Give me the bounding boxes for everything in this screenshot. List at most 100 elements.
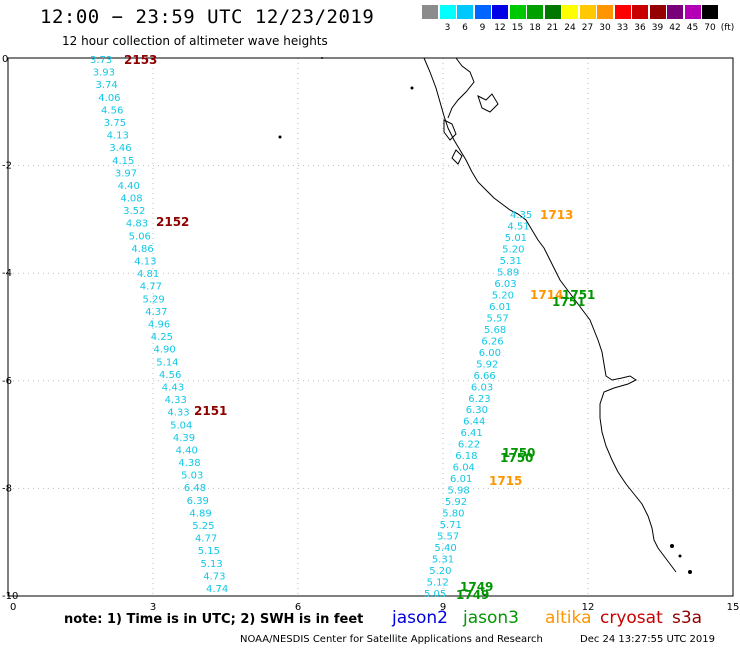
x-tick-label: 15	[727, 602, 740, 613]
swh-value: 6.30	[466, 405, 488, 416]
swh-value: 6.03	[471, 382, 493, 393]
swh-value: 5.71	[440, 520, 462, 531]
swh-value: 5.29	[142, 294, 164, 305]
swh-value: 6.44	[463, 417, 485, 428]
y-tick-label: 0	[2, 54, 8, 65]
legend-cryosat: cryosat	[600, 608, 663, 628]
swh-value: 4.83	[126, 219, 148, 230]
swh-value: 5.20	[492, 290, 514, 301]
legend-altika: altika	[545, 608, 592, 628]
color-scale-swatch	[562, 5, 578, 19]
color-scale-label: 9	[479, 23, 486, 33]
swh-value: 5.03	[181, 471, 203, 482]
altimeter-track-west: 3.733.933.744.064.563.754.133.464.153.97…	[90, 55, 228, 595]
color-scale-label: 21	[546, 23, 559, 33]
swh-value: 5.14	[156, 357, 178, 368]
color-scale-swatch	[509, 5, 526, 19]
color-scale-label: 15	[511, 23, 524, 33]
swh-value: 4.40	[176, 445, 198, 456]
x-tick-label: 12	[582, 602, 595, 613]
swh-value: 4.96	[148, 320, 170, 331]
swh-value: 4.56	[159, 370, 181, 381]
color-scale-swatch	[474, 5, 491, 19]
color-scale-swatch	[684, 5, 701, 19]
swh-value: 3.73	[90, 55, 112, 66]
swh-value: 6.66	[474, 371, 496, 382]
swh-value: 4.56	[101, 105, 123, 116]
pass-time-label: 2152	[156, 215, 189, 229]
swh-value: 6.48	[184, 483, 206, 494]
swh-value: 4.06	[98, 93, 120, 104]
color-scale-swatch	[597, 5, 613, 19]
color-scale-unit: (ft)	[720, 23, 735, 33]
legend-s3a: s3a	[672, 608, 703, 628]
swh-value: 3.52	[123, 206, 145, 217]
swh-value: 6.01	[450, 474, 472, 485]
x-tick-label: 6	[295, 602, 301, 613]
swh-value: 5.04	[170, 420, 192, 431]
color-scale-label: 24	[564, 23, 576, 33]
swh-value: 4.81	[137, 269, 159, 280]
x-tick-label: 3	[150, 602, 156, 613]
color-scale-label: 6	[462, 23, 468, 33]
color-scale-label: 3	[444, 23, 451, 33]
color-scale-label: 27	[581, 23, 594, 33]
y-tick-label: -6	[2, 376, 12, 387]
pass-time-label: 1750	[502, 446, 535, 460]
color-scale-swatch	[439, 5, 456, 19]
swh-value: 4.08	[120, 194, 142, 205]
swh-value: 5.12	[427, 578, 449, 589]
swh-value: 5.40	[434, 543, 456, 554]
y-tick-label: -2	[2, 161, 12, 172]
swh-value: 4.37	[145, 307, 167, 318]
swh-value: 6.22	[458, 440, 480, 451]
altimeter-track-east: 4.354.515.015.205.315.896.035.206.015.57…	[424, 210, 532, 600]
swh-value: 5.05	[424, 589, 446, 600]
color-scale-swatch	[632, 5, 648, 19]
pass-time-label: 1749	[460, 580, 493, 594]
pass-time-label: 2151	[194, 404, 227, 418]
map-grid	[8, 58, 733, 596]
swh-value: 4.33	[165, 395, 187, 406]
color-scale-swatch	[422, 5, 438, 19]
swh-value: 5.13	[200, 559, 222, 570]
swh-value: 5.06	[129, 231, 151, 242]
y-tick-label: -8	[2, 483, 12, 494]
swh-value: 5.31	[500, 256, 522, 267]
swh-value: 5.57	[437, 532, 459, 543]
swh-value: 3.46	[109, 143, 131, 154]
color-scale-label: 45	[686, 23, 699, 33]
legend-jason3: jason3	[463, 608, 519, 628]
pass-time-label: 1751	[562, 288, 595, 302]
generation-timestamp: Dec 24 13:27:55 UTC 2019	[580, 634, 715, 645]
color-scale-swatch	[492, 5, 508, 19]
color-scale-swatch	[579, 5, 596, 19]
swh-value: 6.23	[468, 394, 490, 405]
credit-line: NOAA/NESDIS Center for Satellite Applica…	[240, 634, 543, 645]
swh-value: 4.33	[167, 408, 189, 419]
color-scale-swatch	[649, 5, 666, 19]
axis-tick-labels: 0 3 6 9 12 15 0 -2 -4 -6 -8 -10	[2, 54, 739, 613]
color-scale-swatch	[527, 5, 543, 19]
y-tick-label: -4	[2, 268, 12, 279]
map-subtitle: 12 hour collection of altimeter wave hei…	[62, 34, 328, 48]
color-scale-label: 30	[599, 23, 611, 33]
swh-value: 5.80	[442, 509, 464, 520]
swh-value: 4.13	[107, 131, 129, 142]
swh-value: 6.39	[187, 496, 209, 507]
swh-value: 4.74	[206, 584, 228, 595]
color-scale-swatch	[457, 5, 473, 19]
swh-value: 5.15	[198, 546, 220, 557]
pass-time-label: 1715	[489, 474, 522, 488]
swh-value: 6.18	[455, 451, 477, 462]
swh-value: 4.25	[151, 332, 173, 343]
swh-value: 5.25	[192, 521, 214, 532]
swh-value: 4.39	[173, 433, 195, 444]
swh-value: 4.51	[507, 221, 529, 232]
coastline	[278, 57, 692, 574]
swh-value: 5.57	[487, 313, 509, 324]
swh-value: 6.41	[460, 428, 482, 439]
x-tick-label: 0	[10, 602, 16, 613]
